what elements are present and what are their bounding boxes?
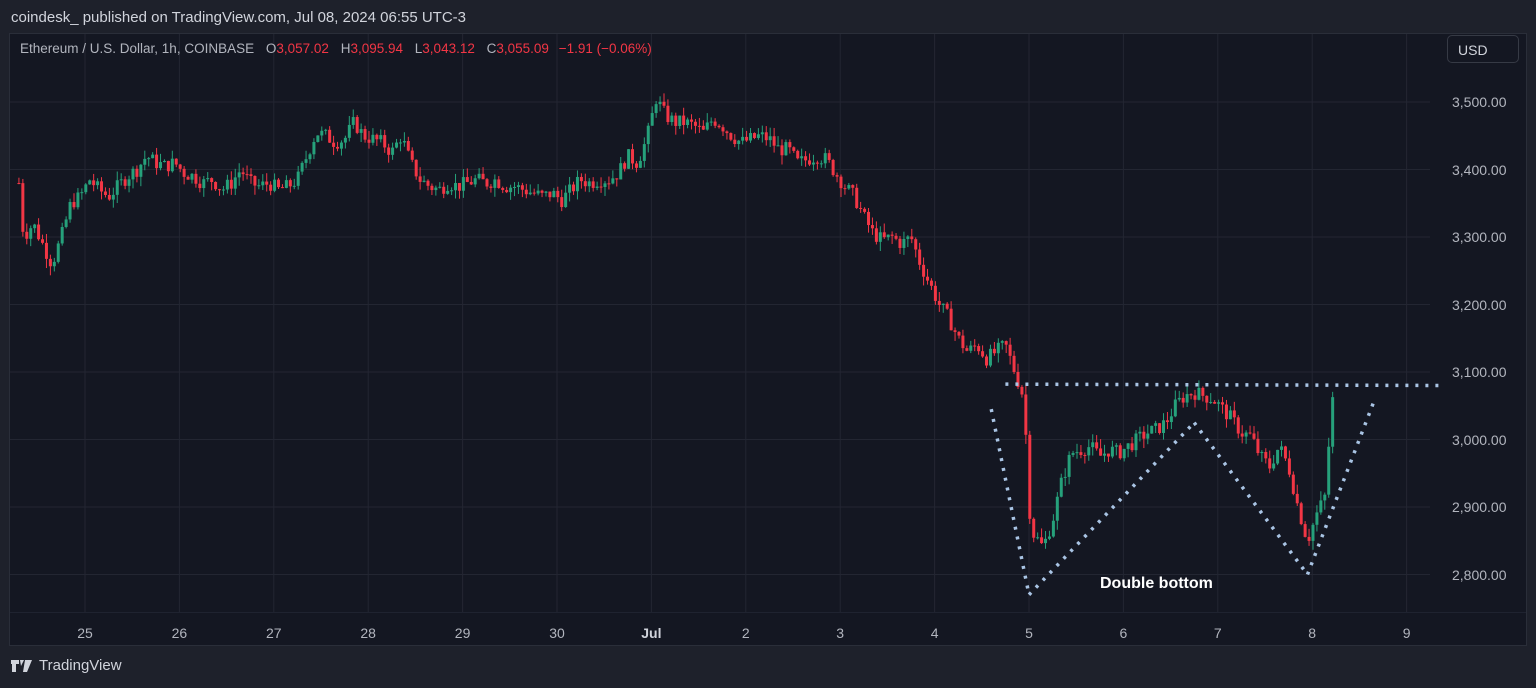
price-tick-label: 3,100.00 bbox=[1452, 364, 1507, 380]
price-tick-label: 3,300.00 bbox=[1452, 229, 1507, 245]
time-tick-label: 5 bbox=[1025, 625, 1033, 641]
annotation-dotted-line bbox=[1192, 421, 1309, 576]
tradingview-branding[interactable]: TradingView bbox=[11, 657, 122, 674]
symbol-legend: Ethereum / U.S. Dollar, 1h, COINBASE O3,… bbox=[20, 41, 652, 56]
price-tick-label: 3,200.00 bbox=[1452, 296, 1507, 313]
currency-button[interactable]: USD bbox=[1447, 35, 1519, 63]
tradingview-brand: TradingView bbox=[39, 657, 122, 674]
candles bbox=[17, 93, 1335, 550]
time-tick-label: 30 bbox=[549, 625, 565, 641]
double-bottom-annotation: Double bottom bbox=[1100, 575, 1213, 592]
high-label: H bbox=[340, 41, 351, 56]
close-label: C bbox=[486, 41, 497, 56]
publish-line: coindesk_ published on TradingView.com, … bbox=[11, 9, 467, 26]
time-tick-label: 4 bbox=[930, 625, 939, 641]
time-tick-label: 29 bbox=[454, 625, 471, 641]
time-tick-label: 9 bbox=[1402, 625, 1411, 641]
price-tick-label: 2,900.00 bbox=[1452, 499, 1507, 515]
time-tick-label: 25 bbox=[77, 625, 93, 641]
change-value: −1.91 (−0.06%) bbox=[558, 41, 652, 56]
chart-pane[interactable] bbox=[9, 33, 1527, 646]
annotation-dotted-line bbox=[1005, 382, 1441, 388]
price-tick-label: 2,800.00 bbox=[1452, 566, 1507, 583]
close-value: 3,055.09 bbox=[496, 41, 549, 56]
open-label: O bbox=[265, 41, 277, 56]
price-tick-label: 3,000.00 bbox=[1452, 431, 1507, 448]
tradingview-logo-icon bbox=[11, 659, 32, 672]
annotation-dotted-line bbox=[989, 408, 1031, 596]
high-value: 3,095.94 bbox=[350, 41, 404, 56]
low-label: L bbox=[414, 41, 423, 56]
time-axis-divider bbox=[10, 612, 1526, 613]
time-tick-label: 28 bbox=[360, 625, 376, 641]
symbol-title[interactable]: Ethereum / U.S. Dollar, 1h, COINBASE bbox=[20, 41, 255, 56]
open-value: 3,057.02 bbox=[276, 41, 329, 56]
annotation-dotted-line bbox=[1305, 401, 1376, 576]
time-tick-label: 27 bbox=[266, 625, 282, 641]
price-tick-label: 3,400.00 bbox=[1452, 161, 1507, 178]
time-tick-label: 7 bbox=[1213, 625, 1222, 641]
time-tick-label: 2 bbox=[741, 625, 750, 641]
price-tick-label: 3,500.00 bbox=[1452, 94, 1507, 110]
time-tick-label: 26 bbox=[171, 625, 188, 641]
time-tick-label: 6 bbox=[1119, 625, 1128, 641]
time-tick-label: 8 bbox=[1308, 625, 1317, 641]
low-value: 3,043.12 bbox=[422, 41, 475, 56]
time-tick-label: 3 bbox=[836, 625, 845, 641]
time-tick-label: Jul bbox=[641, 625, 662, 641]
